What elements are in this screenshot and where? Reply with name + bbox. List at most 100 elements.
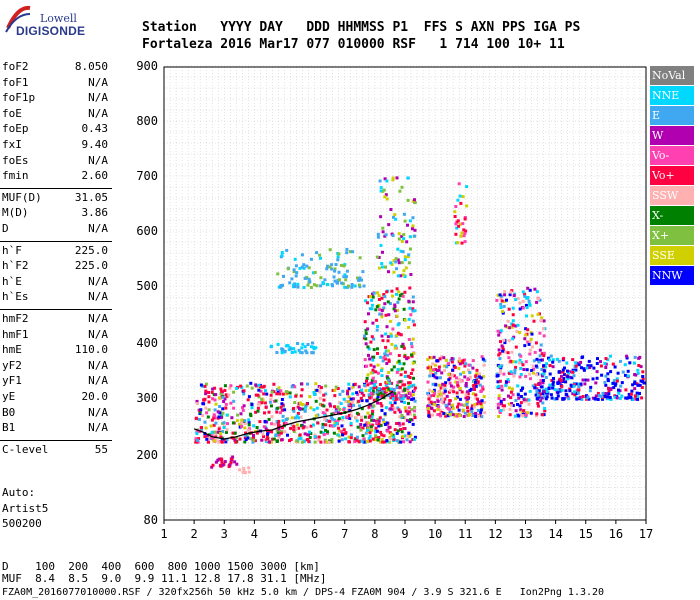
echo-point [371,292,374,296]
echo-point [401,294,405,298]
echo-point [242,470,246,474]
echo-point [437,383,441,387]
echo-point [216,410,220,414]
echo-point [303,409,307,413]
echo-point [205,437,209,441]
echo-point [411,309,415,313]
echo-point [541,401,545,405]
echo-point [195,402,199,406]
param-row-yf1: yF1 N/A [2,374,108,388]
echo-point [232,406,236,410]
x-tick-label: 1 [160,527,167,541]
echo-point [334,263,338,266]
echo-point [257,383,261,387]
echo-point [232,436,236,440]
echo-point [502,304,506,308]
echo-point [454,380,458,384]
param-value: N/A [88,312,108,325]
echo-point [334,408,338,412]
echo-point [557,370,561,374]
echo-point [392,270,396,274]
echo-point [299,415,303,419]
echo-point [376,363,380,367]
echo-point [456,405,459,409]
echo-point [451,403,454,407]
echo-point [280,254,284,258]
echo-point [229,384,233,388]
echo-point [434,368,437,371]
echo-point [243,436,247,440]
echo-point [628,361,632,365]
echo-point [380,309,384,312]
echo-point [227,393,231,397]
echo-point [577,388,581,392]
echo-point [249,414,253,418]
echo-point [288,391,292,395]
echo-point [480,355,484,359]
echo-point [389,401,393,405]
echo-point [571,368,575,372]
echo-point [399,428,402,431]
echo-point [454,205,458,208]
echo-point [463,411,467,415]
echo-point [443,364,446,368]
echo-point [232,399,236,403]
legend-item-ssw: SSW [650,186,694,205]
echo-point [566,375,570,379]
echo-point [629,396,633,400]
echo-point [521,363,525,367]
echo-point [478,383,482,387]
echo-point [338,392,342,396]
echo-point [309,257,313,261]
echo-point [395,393,398,397]
echo-point [384,265,387,269]
echo-point [378,383,382,386]
echo-point [555,397,559,401]
echo-point [464,393,468,397]
echo-point [439,408,443,412]
echo-point [399,249,403,253]
echo-point [252,438,256,442]
echo-point [328,248,332,252]
echo-point [391,393,395,397]
echo-point [499,340,502,344]
echo-point [481,385,484,389]
echo-point [390,389,394,393]
echo-point [511,323,515,327]
header-columns: Station YYYY DAY DDD HHMMSS P1 FFS S AXN… [142,20,581,35]
echo-point [261,432,265,436]
echo-point [458,414,462,418]
y-tick-label: 200 [136,448,158,462]
echo-point [444,358,448,362]
echo-point [308,436,312,439]
echo-point [402,212,406,216]
echo-point [565,393,569,397]
echo-point [504,384,508,388]
echo-point [293,385,297,389]
echo-point [455,226,459,230]
echo-point [342,275,346,279]
echo-point [364,342,368,346]
param-row-b0: B0 N/A [2,406,108,420]
echo-point [286,433,289,437]
echo-point [362,284,366,288]
echo-point [443,397,447,401]
echo-point [498,357,502,361]
y-tick-label: 900 [136,59,158,73]
echo-point [247,421,251,424]
echo-point [333,279,337,283]
y-tick-label: 500 [136,279,158,293]
echo-point [389,387,393,391]
echo-point [434,371,438,375]
echo-point [639,379,643,383]
echo-point [381,339,385,343]
echo-point [413,198,416,202]
echo-point [572,374,576,378]
echo-point [605,397,609,401]
echo-point [403,318,407,322]
echo-point [496,293,500,297]
echo-point [457,224,461,228]
param-value: N/A [88,374,108,388]
echo-point [636,371,640,375]
echo-point [530,332,534,336]
